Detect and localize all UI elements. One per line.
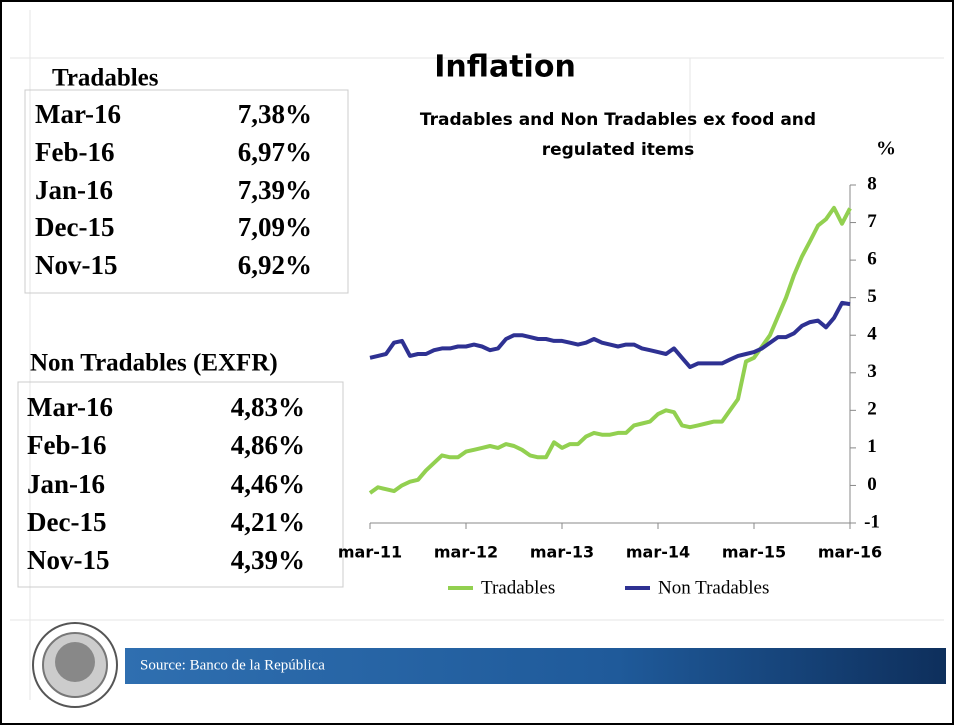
x-tick-label: mar-13 xyxy=(530,543,594,562)
table-cell: 4,86% xyxy=(231,430,305,460)
y-tick-label: 5 xyxy=(867,286,877,307)
table-border xyxy=(17,381,344,588)
series-line xyxy=(369,300,851,370)
x-tick-label: mar-11 xyxy=(338,543,402,562)
series-line xyxy=(368,205,852,495)
table-cell: 7,39% xyxy=(238,175,312,205)
table-cell: Nov-15 xyxy=(27,545,110,575)
table-cell: Feb-16 xyxy=(27,430,106,460)
y-tick-label: 0 xyxy=(867,474,877,495)
x-tick-label: mar-15 xyxy=(722,543,786,562)
table-cell: 6,97% xyxy=(238,137,312,167)
table-title: Non Tradables (EXFR) xyxy=(30,350,278,377)
table-cell: Jan-16 xyxy=(27,469,105,499)
legend-label: Tradables xyxy=(481,577,555,598)
table-cell: 4,21% xyxy=(231,507,305,537)
x-tick-label: mar-16 xyxy=(818,543,882,562)
table-title: Tradables xyxy=(52,65,159,92)
table-cell: 4,83% xyxy=(231,392,305,422)
chart-subtitle: Tradables and Non Tradables ex food and xyxy=(420,110,816,130)
table-cell: Dec-15 xyxy=(27,507,106,537)
source: Source: Banco de la República xyxy=(140,657,325,673)
y-tick-label: 8 xyxy=(867,173,877,194)
table-cell: Dec-15 xyxy=(35,212,114,242)
chart-title: Inflation xyxy=(434,50,576,85)
y-tick-label: 1 xyxy=(867,436,877,457)
table-cell: Mar-16 xyxy=(27,392,113,422)
y-tick-label: 2 xyxy=(867,399,877,420)
table-cell: Feb-16 xyxy=(35,137,114,167)
footer-bar xyxy=(125,648,946,684)
table-cell: 7,09% xyxy=(238,212,312,242)
table-border xyxy=(24,89,349,294)
x-tick-label: mar-12 xyxy=(434,543,498,562)
y-tick-label: -1 xyxy=(864,511,880,532)
y-axis-label: % xyxy=(876,138,896,160)
decoration xyxy=(10,10,944,700)
table-cell: Mar-16 xyxy=(35,99,121,129)
table-cell: Nov-15 xyxy=(35,250,118,280)
y-tick-label: 7 xyxy=(867,211,877,232)
table-cell: Jan-16 xyxy=(35,175,113,205)
x-tick-label: mar-14 xyxy=(626,543,690,562)
chart-subtitle: regulated items xyxy=(542,140,695,160)
legend-label: Non Tradables xyxy=(658,577,769,598)
table-cell: 6,92% xyxy=(238,250,312,280)
y-tick-label: 3 xyxy=(867,361,877,382)
y-tick-label: 4 xyxy=(867,324,877,345)
logo xyxy=(32,622,118,708)
table-cell: 4,39% xyxy=(231,545,305,575)
table-cell: 7,38% xyxy=(238,99,312,129)
table-cell: 4,46% xyxy=(231,469,305,499)
y-tick-label: 6 xyxy=(867,248,877,269)
